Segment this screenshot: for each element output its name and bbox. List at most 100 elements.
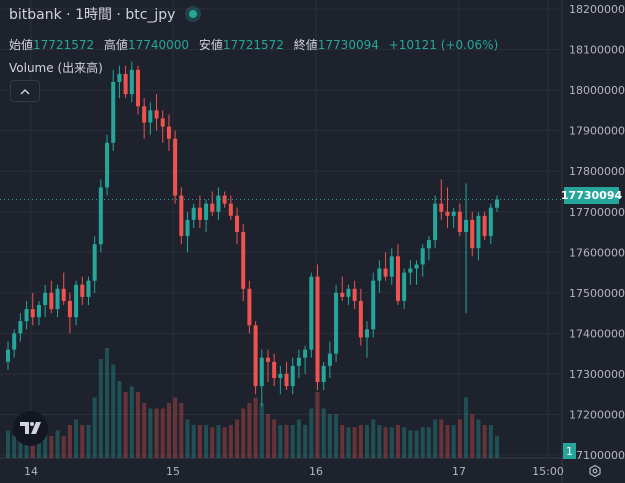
candle-body: [377, 268, 382, 281]
volume-bar: [49, 436, 54, 458]
candle-body: [92, 244, 97, 281]
candle-body: [265, 357, 270, 362]
volume-bar: [470, 414, 475, 458]
volume-bar: [30, 438, 35, 458]
volume-value-badge: 1: [563, 443, 576, 459]
candle-body: [494, 199, 500, 208]
volume-bar: [488, 425, 493, 458]
volume-bar: [247, 403, 252, 458]
volume-bar: [371, 419, 376, 458]
tradingview-logo[interactable]: [13, 411, 48, 446]
volume-bar: [278, 425, 283, 458]
volume-bar: [334, 414, 339, 458]
volume-bar: [228, 425, 233, 458]
candle-body: [309, 276, 314, 350]
volume-bar: [420, 427, 425, 458]
candle-body: [259, 357, 264, 387]
candle-body: [55, 288, 60, 310]
volume-bar: [284, 425, 289, 458]
volume-bar: [160, 408, 165, 458]
volume-bar: [253, 397, 258, 458]
candle-body: [86, 280, 91, 297]
volume-bar: [265, 414, 270, 458]
volume-bar: [365, 425, 370, 458]
candle-body: [204, 203, 209, 220]
candle-body: [476, 215, 481, 249]
volume-bar: [74, 419, 79, 458]
volume-bar: [389, 427, 394, 458]
candle-body: [284, 373, 289, 387]
volume-bar: [235, 419, 240, 458]
volume-bar: [340, 425, 345, 458]
volume-bar: [290, 425, 295, 458]
candle-body: [24, 309, 29, 322]
volume-bar: [327, 414, 332, 458]
candle-body: [235, 215, 240, 233]
candle-body: [278, 373, 283, 379]
volume-bar: [43, 433, 48, 458]
candle-body: [253, 325, 258, 387]
volume-bar: [259, 403, 264, 458]
close-label: 終値: [293, 38, 318, 52]
settings-button[interactable]: [586, 464, 604, 480]
candle-body: [315, 276, 320, 383]
collapse-legend-button[interactable]: [10, 80, 40, 102]
volume-bar: [105, 348, 110, 458]
candle-body: [74, 284, 79, 318]
candle-body: [346, 288, 351, 297]
candle-body: [12, 333, 17, 350]
candle-body: [228, 203, 233, 216]
volume-bar: [408, 430, 413, 458]
volume-bar: [321, 408, 326, 458]
candle-body: [408, 268, 413, 273]
volume-bar: [173, 397, 178, 458]
volume-bar: [148, 408, 153, 458]
volume-bar: [55, 430, 60, 458]
ohlc-legend: 始値17721572 高値17740000 安値17721572 終値17730…: [9, 36, 504, 53]
symbol-title[interactable]: bitbank · 1時間 · btc_jpy: [9, 7, 176, 23]
price-tick-label: 17500000: [569, 287, 625, 300]
candle-body: [365, 329, 370, 338]
candle-body: [383, 268, 388, 277]
low-value: 17721572: [222, 38, 284, 52]
candle-body: [395, 256, 400, 301]
candle-body: [36, 305, 41, 318]
time-tick-label: 15: [166, 465, 180, 478]
volume-bar: [402, 427, 407, 458]
gear-icon: [588, 463, 602, 482]
volume-bar: [166, 403, 171, 458]
candle-body: [445, 211, 450, 216]
volume-bar: [383, 427, 388, 458]
volume-bar: [377, 425, 382, 458]
volume-bar: [303, 425, 308, 458]
candle-body: [327, 353, 332, 366]
tradingview-logo-icon: [19, 419, 42, 438]
candle-body: [148, 110, 153, 123]
volume-legend[interactable]: Volume (出来高): [9, 61, 103, 75]
volume-bar: [315, 392, 320, 458]
volume-bar: [142, 403, 147, 458]
volume-bar: [191, 425, 196, 458]
volume-bar: [154, 408, 159, 458]
volume-bar: [494, 436, 500, 458]
market-status-icon: [185, 6, 202, 22]
candle-body: [414, 264, 419, 269]
candle-body: [18, 321, 23, 334]
candle-body: [470, 219, 475, 249]
volume-bar: [482, 425, 487, 458]
time-tick-label: 17: [452, 465, 466, 478]
volume-bar: [185, 419, 190, 458]
volume-bar: [222, 427, 227, 458]
open-value: 17721572: [33, 38, 95, 52]
candle-body: [166, 126, 171, 139]
volume-bar: [204, 425, 209, 458]
time-tick-label: 15:00: [532, 465, 564, 478]
volume-bar: [445, 425, 450, 458]
volume-bar: [358, 425, 363, 458]
candle-body: [191, 207, 196, 220]
candle-body: [129, 69, 134, 95]
candle-body: [352, 288, 357, 301]
candle-body: [123, 73, 128, 95]
price-tick-label: 18100000: [569, 44, 625, 57]
